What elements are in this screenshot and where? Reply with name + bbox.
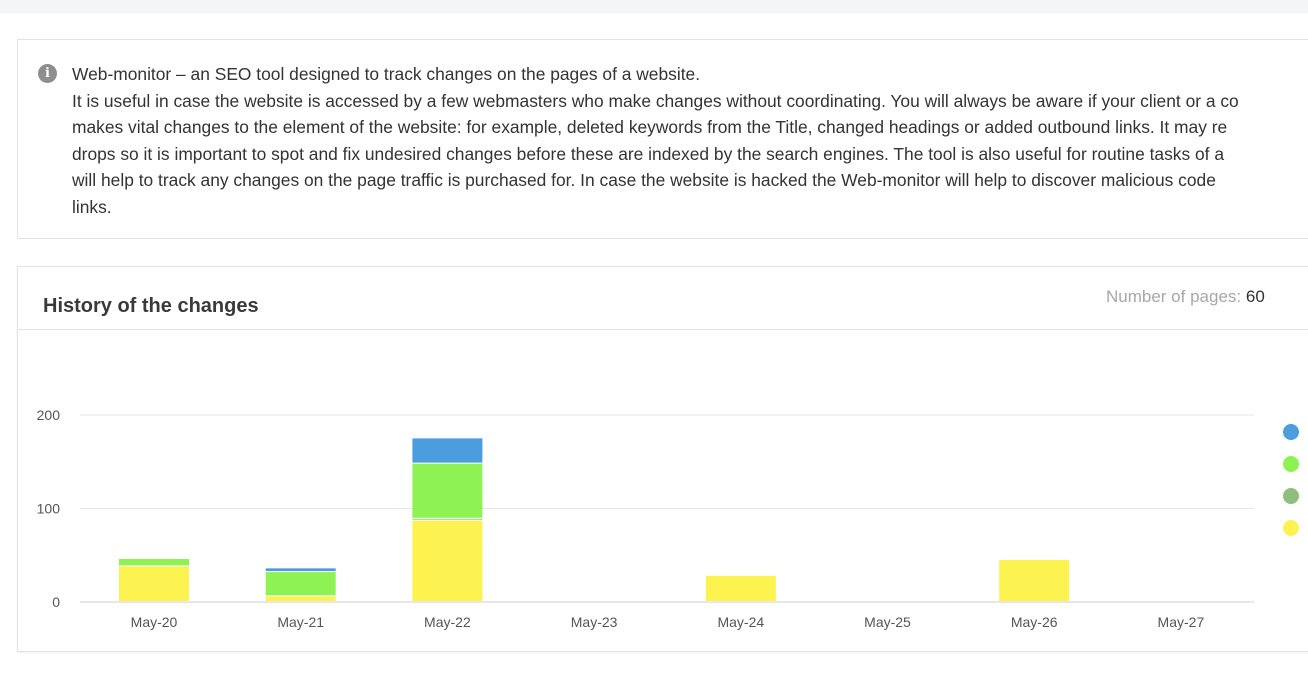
bar-May-22-green[interactable]	[412, 463, 483, 518]
x-tick-label: May-21	[277, 614, 324, 630]
bar-layer	[119, 438, 1070, 601]
x-tick-label: May-25	[864, 614, 911, 630]
pages-count: Number of pages: 60	[1106, 287, 1265, 307]
y-tick-label: 0	[52, 594, 60, 610]
info-line: links.	[72, 196, 112, 217]
label-layer: 0 100 200 May-20 May-21 May-22 May-23 May-24 May…	[37, 407, 1205, 630]
legend-dot-gray-green[interactable]	[1283, 488, 1299, 504]
x-tick-label: May-23	[571, 614, 618, 630]
card-title: History of the changes	[43, 295, 259, 317]
info-text: Web-monitor – an SEO tool designed to tr…	[72, 61, 1308, 221]
bar-May-21-yellow[interactable]	[265, 596, 336, 601]
legend-dot-green[interactable]	[1283, 456, 1299, 472]
bar-May-24-yellow[interactable]	[705, 575, 776, 601]
info-line: Web-monitor – an SEO tool designed to tr…	[72, 64, 701, 84]
x-tick-label: May-20	[131, 614, 178, 630]
x-tick-label: May-26	[1011, 614, 1058, 630]
x-tick-label: May-27	[1158, 614, 1205, 630]
card-header: History of the changes Number of pages: …	[18, 267, 1308, 330]
bar-May-26-yellow[interactable]	[999, 559, 1070, 601]
history-chart-card: History of the changes Number of pages: …	[17, 266, 1308, 652]
y-tick-label: 100	[37, 501, 61, 517]
bar-May-22-yellow[interactable]	[412, 520, 483, 601]
y-tick-label: 200	[37, 407, 61, 423]
bar-May-22-blue[interactable]	[412, 438, 483, 463]
top-bar	[0, 0, 1308, 13]
stacked-bar-chart: 0 100 200 May-20 May-21 May-22 May-23 May-24 May…	[37, 407, 1299, 630]
legend-dot-blue[interactable]	[1283, 424, 1299, 440]
bar-May-21-green[interactable]	[265, 572, 336, 596]
pages-count-label: Number of pages:	[1106, 287, 1242, 306]
info-line: makes vital changes to the element of th…	[72, 117, 1228, 138]
bar-May-20-green[interactable]	[119, 558, 189, 566]
bar-May-22-gray-green[interactable]	[412, 518, 483, 520]
info-icon: i	[38, 64, 57, 83]
info-line: It is useful in case the website is acce…	[72, 90, 1239, 111]
bar-May-21-blue[interactable]	[265, 568, 336, 572]
x-tick-label: May-24	[717, 614, 764, 630]
info-box: i Web-monitor – an SEO tool designed to …	[17, 39, 1308, 239]
info-line: drops so it is important to spot and fix…	[72, 143, 1225, 164]
info-line: will help to track any changes on the pa…	[72, 170, 1216, 191]
legend-layer	[1283, 424, 1299, 536]
legend-dot-yellow[interactable]	[1283, 520, 1299, 536]
x-tick-label: May-22	[424, 614, 471, 630]
grid-layer	[80, 414, 1254, 603]
pages-count-value: 60	[1245, 287, 1265, 306]
bar-May-20-yellow[interactable]	[119, 566, 189, 601]
